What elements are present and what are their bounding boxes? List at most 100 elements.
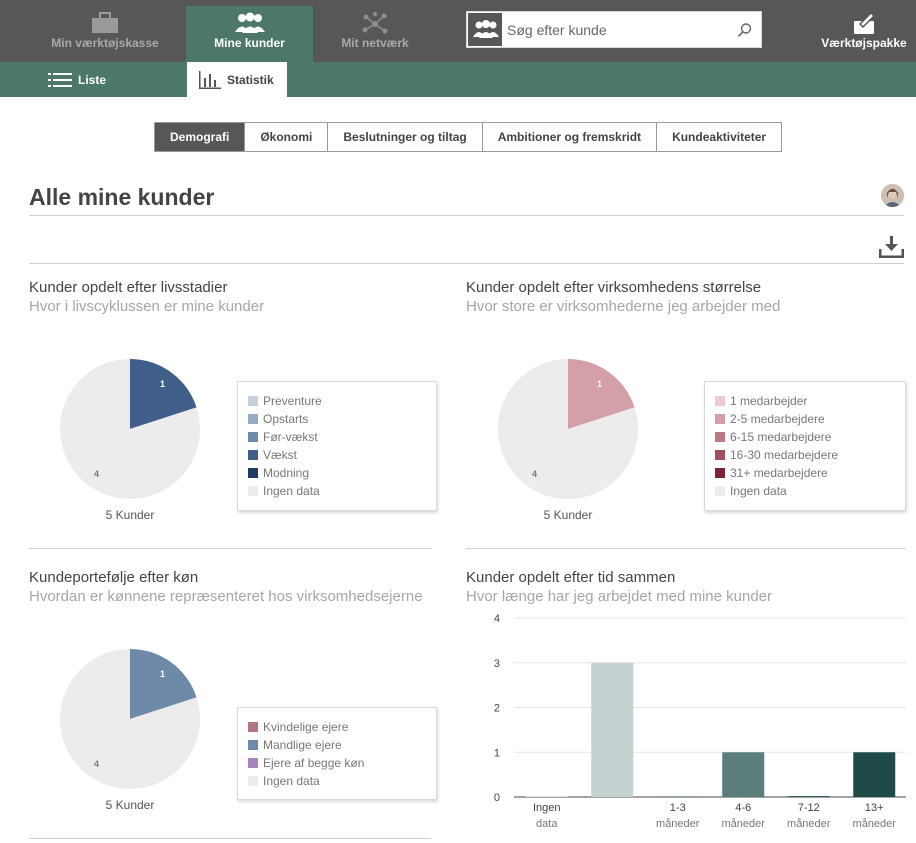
legend-item[interactable]: Modning bbox=[248, 464, 436, 482]
legend-item[interactable]: Vækst bbox=[248, 446, 436, 464]
statistics-tabs: Demografi Økonomi Beslutninger og tiltag… bbox=[154, 122, 783, 152]
bar[interactable] bbox=[525, 796, 568, 797]
subnav-statistics[interactable]: Statistik bbox=[187, 62, 287, 97]
search-icon[interactable] bbox=[737, 22, 753, 38]
x-tick-label: 13+ bbox=[865, 802, 884, 814]
legend-swatch bbox=[715, 450, 725, 460]
bar[interactable] bbox=[591, 662, 634, 797]
legend-item[interactable]: Ingen data bbox=[715, 482, 905, 500]
gender-pie-slice[interactable] bbox=[130, 649, 197, 719]
size-pie-slice[interactable] bbox=[568, 359, 635, 429]
client-search bbox=[466, 11, 762, 48]
legend-item[interactable]: Ejere af begge køn bbox=[248, 754, 436, 772]
people-icon bbox=[186, 6, 313, 36]
lifecycle-pie-slice[interactable] bbox=[60, 359, 200, 499]
tab-decisions[interactable]: Beslutninger og tiltag bbox=[328, 123, 483, 151]
x-tick-label: måneder bbox=[787, 818, 831, 830]
legend-label: Preventure bbox=[263, 394, 322, 408]
legend-item[interactable]: 31+ medarbejdere bbox=[715, 464, 905, 482]
legend-label: 6-15 medarbejdere bbox=[730, 430, 832, 444]
legend-swatch bbox=[248, 396, 258, 406]
avatar[interactable] bbox=[881, 184, 904, 207]
row-divider-right bbox=[466, 548, 906, 549]
tab-client-activities[interactable]: Kundeaktiviteter bbox=[657, 123, 782, 151]
legend-item[interactable]: Kvindelige ejere bbox=[248, 718, 436, 736]
legend-item[interactable]: Før-vækst bbox=[248, 428, 436, 446]
people-search-icon bbox=[468, 13, 502, 46]
legend-label: Før-vækst bbox=[263, 430, 318, 444]
download-icon[interactable] bbox=[879, 236, 904, 258]
nav-my-toolbox-label: Min værktøjskasse bbox=[51, 36, 159, 50]
lifecycle-pie-slice[interactable] bbox=[130, 359, 197, 429]
legend-swatch bbox=[248, 486, 258, 496]
legend-item[interactable]: 6-15 medarbejdere bbox=[715, 428, 905, 446]
top-navigation: Min værktøjskasse Mine kunder Mit netvær… bbox=[0, 0, 916, 62]
bottom-divider bbox=[29, 838, 431, 839]
bar[interactable] bbox=[722, 752, 765, 797]
nav-toolkit[interactable]: Værktøjspakke bbox=[812, 6, 916, 62]
x-tick-label: måneder bbox=[722, 818, 766, 830]
y-tick-label: 1 bbox=[494, 747, 500, 759]
x-tick-label: data bbox=[536, 818, 558, 830]
tab-ambitions[interactable]: Ambitioner og fremskridt bbox=[482, 123, 658, 151]
sub-navigation: Liste Statistik bbox=[0, 62, 916, 97]
bar[interactable] bbox=[787, 796, 830, 797]
tenure-bar-chart: 0 1 2 3 4 Ingen data 1-3 måneder 4-6 måneder 7-12 må… bbox=[494, 613, 906, 830]
bar[interactable] bbox=[853, 752, 896, 797]
search-input[interactable] bbox=[507, 20, 727, 40]
lifecycle-pie-chart bbox=[60, 359, 200, 499]
gender-title: Kundeportefølje efter køn bbox=[29, 569, 199, 586]
x-tick-label: 7-12 bbox=[798, 802, 820, 814]
legend-label: 16-30 medarbejdere bbox=[730, 448, 839, 462]
toolbox-icon bbox=[35, 6, 175, 36]
legend-label: Ingen data bbox=[263, 484, 320, 498]
bar[interactable] bbox=[656, 796, 699, 797]
x-tick-label: Ingen bbox=[533, 802, 561, 814]
lifecycle-legend: Preventure Opstarts Før-vækst Vækst Modn… bbox=[237, 381, 437, 511]
legend-item[interactable]: Ingen data bbox=[248, 482, 436, 500]
legend-swatch bbox=[715, 468, 725, 478]
tab-economy[interactable]: Økonomi bbox=[245, 123, 329, 151]
nav-my-clients[interactable]: Mine kunder bbox=[186, 6, 313, 62]
gender-pie-slice[interactable] bbox=[60, 649, 200, 789]
size-pie-slice[interactable] bbox=[498, 359, 638, 499]
lifecycle-rest-label: 4 bbox=[94, 469, 100, 479]
legend-swatch bbox=[715, 486, 725, 496]
legend-swatch bbox=[248, 722, 258, 732]
legend-swatch bbox=[248, 432, 258, 442]
legend-item[interactable]: 2-5 medarbejdere bbox=[715, 410, 905, 428]
size-subtitle: Hvor store er virksomhederne jeg arbejde… bbox=[466, 298, 781, 315]
legend-item[interactable]: Ingen data bbox=[248, 772, 436, 790]
legend-swatch bbox=[248, 414, 258, 424]
tenure-subtitle: Hvor længe har jeg arbejdet med mine kun… bbox=[466, 588, 772, 605]
legend-item[interactable]: Preventure bbox=[248, 392, 436, 410]
subnav-list[interactable]: Liste bbox=[48, 62, 158, 97]
legend-item[interactable]: 16-30 medarbejdere bbox=[715, 446, 905, 464]
nav-my-toolbox[interactable]: Min værktøjskasse bbox=[35, 6, 175, 62]
nav-my-network[interactable]: Mit netværk bbox=[313, 6, 437, 62]
legend-item[interactable]: Opstarts bbox=[248, 410, 436, 428]
bar-chart-icon bbox=[199, 70, 221, 89]
legend-item[interactable]: Mandlige ejere bbox=[248, 736, 436, 754]
legend-label: Vækst bbox=[263, 448, 298, 462]
lifecycle-subtitle: Hvor i livscyklussen er mine kunder bbox=[29, 298, 265, 315]
subnav-list-label: Liste bbox=[78, 72, 107, 87]
subnav-statistics-label: Statistik bbox=[227, 72, 274, 87]
legend-swatch bbox=[248, 468, 258, 478]
tenure-title: Kunder opdelt efter tid sammen bbox=[466, 569, 676, 586]
y-tick-label: 3 bbox=[494, 658, 500, 670]
gender-rest-label: 4 bbox=[94, 759, 100, 769]
legend-item[interactable]: 1 medarbejder bbox=[715, 392, 905, 410]
legend-label: 31+ medarbejdere bbox=[730, 466, 828, 480]
gender-pie-chart bbox=[60, 649, 200, 789]
legend-label: Kvindelige ejere bbox=[263, 720, 349, 734]
legend-label: Modning bbox=[263, 466, 310, 480]
legend-label: Mandlige ejere bbox=[263, 738, 342, 752]
gender-caption: 5 Kunder bbox=[105, 798, 155, 812]
legend-swatch bbox=[715, 396, 725, 406]
lifecycle-slice-label: 1 bbox=[160, 379, 166, 389]
y-tick-label: 0 bbox=[494, 792, 500, 804]
tab-demography[interactable]: Demografi bbox=[155, 123, 246, 151]
gender-subtitle: Hvordan er kønnene repræsenteret hos vir… bbox=[29, 588, 423, 605]
size-pie-chart bbox=[498, 359, 638, 499]
